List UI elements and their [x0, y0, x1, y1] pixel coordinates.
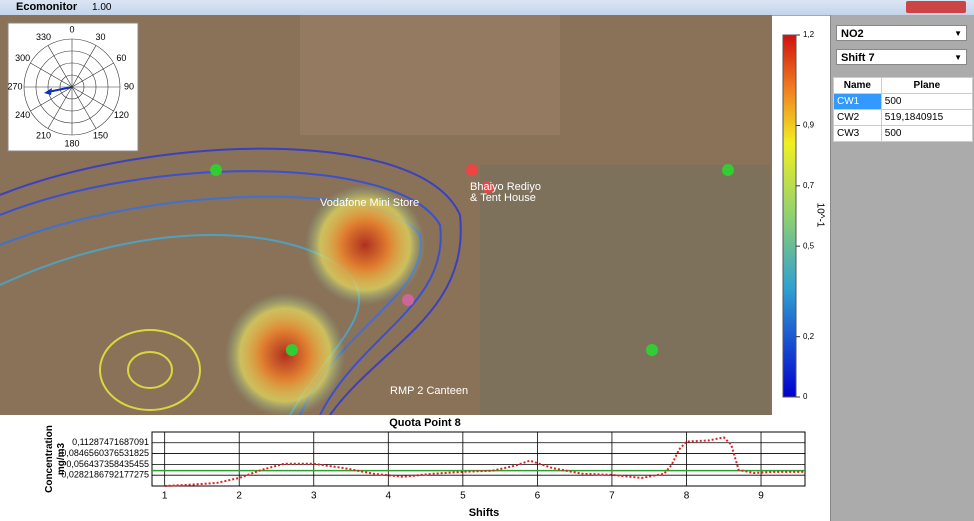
polar-spoke — [47, 45, 73, 88]
colorbar-gradient — [782, 34, 797, 398]
polar-spoke — [47, 86, 73, 129]
colorbar-tick-label: 0,9 — [803, 121, 815, 130]
x-tick-label: 4 — [386, 491, 392, 502]
polar-spoke — [71, 86, 114, 112]
polar-angle-label: 240 — [15, 110, 30, 120]
colorbar-tick-label: 0,5 — [803, 241, 815, 250]
table-cell: 519,1840915 — [880, 109, 974, 126]
x-tick-label: 9 — [758, 491, 764, 502]
colorbar-tick-label: 0,7 — [803, 181, 815, 190]
pollutant-dropdown[interactable]: NO2 ▼ — [836, 25, 967, 41]
polar-angle-label: 270 — [7, 81, 22, 91]
polar-angle-label: 300 — [15, 53, 30, 63]
title-bar: Ecomonitor 1.00 — [0, 0, 974, 16]
polar-angle-label: 120 — [114, 110, 129, 120]
map-label: & Tent House — [470, 192, 536, 204]
y-tick-label: 0,0846560376531825 — [61, 448, 149, 458]
plane-table: Name Plane CW1 500 CW2 519,1840915 CW3 500 — [833, 77, 974, 142]
x-tick-label: 7 — [609, 491, 615, 502]
map: Vodafone Mini Store Bhaiyo Rediyo & Tent… — [0, 15, 772, 415]
polar-angle-label: 330 — [36, 32, 51, 42]
table-row[interactable]: CW2 519,1840915 — [833, 109, 974, 126]
colorbar-tick-label: 1,2 — [803, 30, 815, 39]
markers[interactable] — [210, 164, 734, 356]
column-header: Plane — [880, 77, 974, 94]
polar-angle-label: 180 — [64, 138, 79, 148]
colorbar-tick-label: 0,2 — [803, 332, 815, 341]
polar-angle-label: 150 — [93, 131, 108, 141]
table-row[interactable]: CW3 500 — [833, 125, 974, 142]
chart-title: Quota Point 8 — [389, 417, 461, 429]
table-cell: CW2 — [833, 109, 882, 126]
table-cell: 500 — [880, 125, 974, 142]
polar-angle-label: 210 — [36, 131, 51, 141]
polar-spoke — [30, 86, 73, 112]
polar-spoke — [71, 62, 114, 88]
table-cell: 500 — [880, 93, 974, 110]
wind-arrow — [47, 86, 73, 93]
polar-spoke — [30, 62, 73, 88]
polar-angle-label: 90 — [124, 81, 134, 91]
x-tick-label: 5 — [460, 491, 466, 502]
x-tick-label: 8 — [684, 491, 690, 502]
colorbar: 10^-1 1,2 0,9 0,7 0,5 0,2 0 — [782, 30, 825, 401]
table-cell: CW3 — [833, 125, 882, 142]
x-tick-label: 2 — [236, 491, 242, 502]
y-axis-label: Concentrationmg/m3 — [44, 425, 67, 493]
map-label: RMP 2 Canteen — [390, 385, 468, 397]
window-title: Ecomonitor — [16, 1, 78, 13]
y-tick-label: 0,0282186792177275 — [61, 470, 149, 480]
side-panel: NO2 ▼ Shift 7 ▼ Name Plane CW1 500 CW2 519,1840… — [830, 15, 974, 521]
line-chart: Quota Point 8 Shifts Concentrationmg/m30… — [44, 417, 806, 519]
map-label: Bhaiyo Rediyo — [470, 181, 541, 193]
polar-angle-label: 30 — [95, 32, 105, 42]
window-controls[interactable] — [906, 1, 966, 13]
x-tick-label: 6 — [535, 491, 541, 502]
colorbar-label: 10^-1 — [814, 203, 825, 228]
y-tick-label: 0,056437358435455 — [66, 459, 149, 469]
y-tick-label: 0,11287471687091 — [72, 437, 149, 447]
dropdown-value: NO2 — [841, 28, 864, 40]
x-tick-label: 1 — [162, 491, 168, 502]
dropdown-value: Shift 7 — [841, 52, 875, 64]
map-label: Vodafone Mini Store — [320, 197, 419, 209]
x-axis-label: Shifts — [469, 507, 500, 519]
table-cell: CW1 — [833, 93, 882, 110]
version: 1.00 — [92, 2, 112, 13]
shift-dropdown[interactable]: Shift 7 ▼ — [836, 49, 967, 65]
polar-angle-label: 60 — [116, 53, 126, 63]
column-header: Name — [833, 77, 882, 94]
polar-spoke — [71, 86, 97, 129]
x-tick-label: 3 — [311, 491, 317, 502]
table-row[interactable]: CW1 500 — [833, 93, 974, 110]
colorbar-tick-label: 0 — [803, 392, 808, 401]
polar-angle-label: 0 — [69, 24, 74, 34]
plot-area — [151, 431, 806, 487]
polar-spoke — [71, 45, 97, 88]
